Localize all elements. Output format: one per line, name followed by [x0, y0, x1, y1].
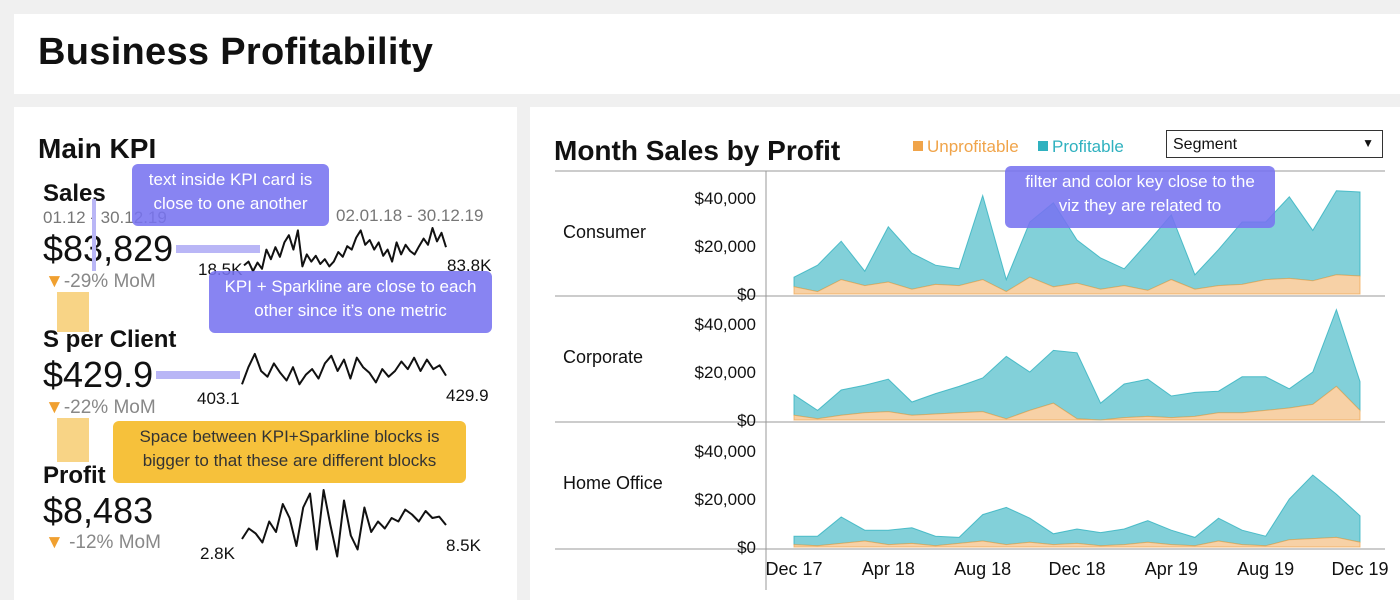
- legend-swatch-profitable: [1038, 141, 1048, 151]
- y-tick-label: $20,000: [695, 363, 756, 382]
- kpi-client-spark-end: 429.9: [446, 386, 489, 405]
- y-tick-label: $0: [737, 285, 756, 304]
- callout-filter-key: filter and color key close to the viz th…: [1005, 166, 1275, 228]
- x-tick-label: Dec 18: [1048, 559, 1105, 579]
- legend-label-unprofitable: Unprofitable: [927, 137, 1019, 156]
- kpi-panel-title: Main KPI: [38, 133, 157, 164]
- segment-dropdown[interactable]: Segment ▼: [1166, 130, 1383, 158]
- kpi-client-spark-start: 403.1: [197, 389, 240, 408]
- facet-corporate: Corporate $0 $20,000 $40,000: [555, 308, 1385, 430]
- legend-label-profitable: Profitable: [1052, 137, 1124, 156]
- kpi-sales-spark-end: 83.8K: [447, 256, 492, 275]
- chart-title: Month Sales by Profit: [554, 135, 841, 166]
- down-arrow-icon: ▼: [45, 532, 64, 553]
- kpi-client-value: $429.9: [43, 354, 154, 395]
- kpi-profit-spark-start: 2.8K: [200, 544, 235, 563]
- sparkline-profit: [241, 489, 447, 558]
- x-tick-label: Dec 19: [1331, 559, 1388, 579]
- spacing-bar: [156, 371, 240, 379]
- x-tick-label: Aug 18: [954, 559, 1011, 579]
- x-tick-label: Dec 17: [765, 559, 822, 579]
- y-tick-label: $40,000: [695, 442, 756, 461]
- sparkline-path: [243, 227, 447, 273]
- facet-home-office: Home Office $0 $20,000 $40,000: [555, 442, 1385, 557]
- facet-label: Home Office: [563, 473, 663, 493]
- sparkline-sales: [243, 227, 447, 273]
- kpi-client-mom: ▼-22% MoM: [45, 397, 156, 419]
- spacing-bar: [176, 245, 260, 253]
- segment-dropdown-value: Segment: [1173, 136, 1238, 153]
- area-profitable: [793, 308, 1361, 421]
- x-tick-label: Apr 19: [1145, 559, 1198, 579]
- header-bar: [14, 14, 1400, 94]
- x-tick-label: Apr 18: [862, 559, 915, 579]
- callout-kpi-sparkline: KPI + Sparkline are close to each other …: [209, 271, 492, 333]
- area-profitable: [793, 474, 1361, 547]
- kpi-profit-mom-text: -12% MoM: [63, 532, 161, 553]
- sparkline-s-per-client: [241, 352, 447, 386]
- kpi-sales-value: $83,829: [43, 228, 174, 269]
- legend-profitable[interactable]: Profitable: [1038, 137, 1124, 157]
- x-tick-label: Aug 19: [1237, 559, 1294, 579]
- kpi-sales-mom-text: -29% MoM: [63, 271, 156, 292]
- area-unprofitable: [793, 385, 1361, 421]
- y-tick-label: $0: [737, 538, 756, 557]
- area-unprofitable: [793, 274, 1361, 295]
- facet-label: Corporate: [563, 347, 643, 367]
- sparkline-path: [241, 352, 447, 386]
- kpi-profit-name: Profit: [43, 462, 106, 489]
- y-tick-label: $20,000: [695, 237, 756, 256]
- area-unprofitable: [793, 536, 1361, 548]
- y-tick-label: $40,000: [695, 189, 756, 208]
- down-arrow-icon: ▼: [45, 271, 64, 292]
- kpi-profit-value: $8,483: [43, 490, 154, 531]
- kpi-sparklines: [57, 199, 447, 558]
- kpi-sales-mom: ▼-29% MoM: [45, 271, 156, 293]
- spacing-bar: [92, 199, 96, 271]
- callout-kpi-text: text inside KPI card is close to one ano…: [132, 164, 329, 226]
- y-tick-label: $40,000: [695, 315, 756, 334]
- spacing-block: [57, 292, 89, 332]
- kpi-sales-date-range: 02.01.18 - 30.12.19: [336, 206, 484, 225]
- down-arrow-icon: ▼: [45, 397, 64, 418]
- kpi-profit-mom: ▼ -12% MoM: [45, 532, 161, 554]
- facet-label: Consumer: [563, 222, 646, 242]
- callout-space-between: Space between KPI+Sparkline blocks is bi…: [113, 421, 466, 483]
- facet-consumer: Consumer $0 $20,000 $40,000: [555, 189, 1385, 304]
- legend-swatch-unprofitable: [913, 141, 923, 151]
- sparkline-path: [241, 489, 447, 558]
- kpi-client-mom-text: -22% MoM: [63, 397, 156, 418]
- dropdown-arrow-icon: ▼: [1362, 136, 1374, 150]
- legend-unprofitable[interactable]: Unprofitable: [913, 137, 1019, 157]
- kpi-profit-spark-end: 8.5K: [446, 536, 481, 555]
- spacing-block: [57, 418, 89, 462]
- page-title: Business Profitability: [38, 31, 434, 73]
- y-tick-label: $20,000: [695, 490, 756, 509]
- y-tick-label: $0: [737, 411, 756, 430]
